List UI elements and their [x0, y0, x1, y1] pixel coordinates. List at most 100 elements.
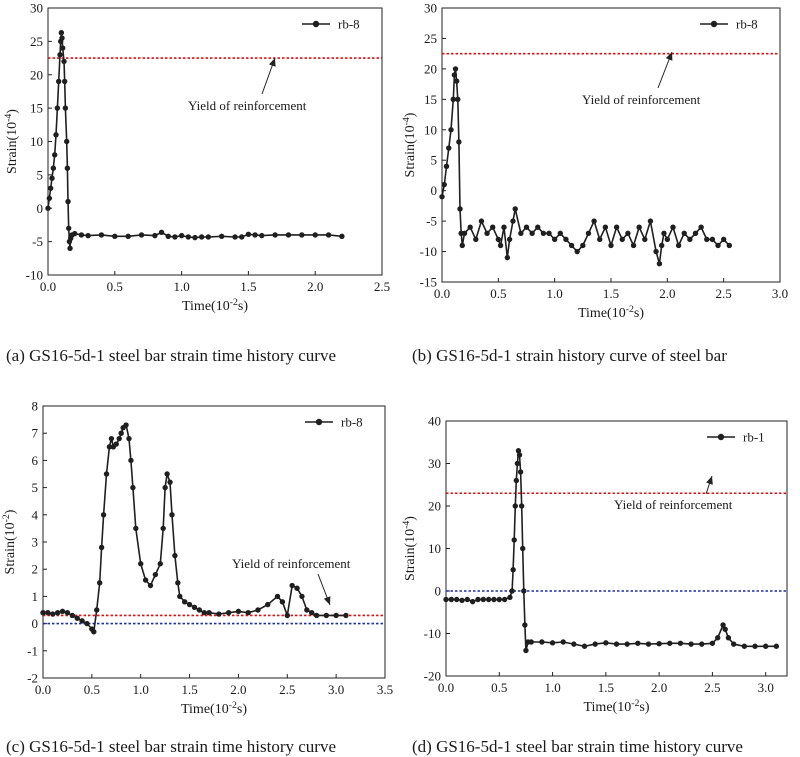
data-point: [625, 230, 631, 236]
x-tick-label: 0.0: [434, 286, 450, 301]
data-point: [439, 194, 445, 200]
y-tick-label: 30: [30, 1, 43, 16]
x-tick-label: 1.0: [547, 286, 563, 301]
data-point: [78, 232, 85, 238]
data-point: [162, 484, 168, 491]
data-point: [54, 610, 61, 616]
x-tick-label: 2.5: [716, 286, 732, 301]
data-point: [128, 457, 134, 464]
data-point: [585, 230, 592, 236]
legend-marker: [710, 20, 718, 28]
data-point: [731, 641, 737, 647]
y-tick-label: 5: [37, 167, 44, 182]
yield-annotation: Yield of reinforcement: [232, 556, 351, 571]
data-point: [309, 610, 315, 616]
y-tick-label: 1: [32, 589, 39, 604]
y-axis-label: Strain(10-4): [401, 112, 419, 177]
data-point: [529, 230, 535, 236]
y-tick-label: 0: [431, 183, 438, 198]
x-tick-label: 1.5: [598, 680, 614, 695]
y-tick-label: 0: [435, 584, 442, 599]
data-point: [704, 236, 710, 243]
data-point: [517, 469, 524, 475]
data-point: [507, 594, 513, 601]
data-point: [511, 537, 517, 543]
data-point: [299, 232, 305, 238]
data-point: [574, 248, 580, 255]
data-point: [568, 242, 575, 249]
data-point: [539, 639, 545, 645]
data-point: [523, 647, 529, 654]
data-point: [272, 232, 278, 238]
data-point: [265, 601, 271, 608]
data-point: [167, 479, 173, 485]
data-point: [185, 234, 191, 240]
data-point: [448, 127, 454, 133]
data-point: [186, 601, 193, 608]
data-point: [608, 242, 614, 249]
y-tick-label: -5: [426, 214, 437, 229]
y-tick-label: 10: [424, 122, 437, 137]
data-point: [169, 512, 175, 518]
x-tick-label: 2.0: [230, 682, 246, 697]
data-point: [84, 620, 90, 627]
data-point: [520, 545, 526, 552]
x-tick-label: 2.5: [704, 680, 720, 695]
data-point: [239, 234, 245, 240]
x-tick-label: 1.5: [181, 682, 197, 697]
y-tick-label: 20: [30, 67, 43, 82]
data-point: [549, 640, 556, 646]
data-point: [65, 198, 71, 205]
chart-b: 0.0 0.5 1.0 1.5 2.0 2.5 3.0 -15 -10 -5 0 5 10 15 20 25 3…: [401, 1, 789, 322]
data-point: [74, 615, 80, 621]
data-point: [113, 441, 119, 447]
y-tick-label: -10: [26, 268, 43, 283]
y-axis-label: Strain(10-4): [3, 109, 21, 174]
data-point: [245, 231, 252, 237]
data-point: [613, 641, 620, 647]
data-point: [722, 626, 728, 632]
data-point: [521, 588, 527, 594]
data-point: [647, 218, 654, 224]
data-point: [274, 593, 281, 600]
data-point: [59, 35, 65, 41]
data-point: [726, 242, 732, 249]
yield-annotation: Yield of reinforcement: [582, 92, 701, 107]
x-tick-label: 2.5: [374, 279, 390, 294]
data-point: [512, 206, 518, 212]
data-point: [450, 96, 456, 103]
data-point: [138, 232, 145, 238]
data-point: [443, 163, 450, 170]
x-tick-label: 3.0: [772, 286, 788, 301]
data-point: [443, 596, 449, 603]
data-point: [216, 611, 222, 617]
yield-annotation: Yield of reinforcement: [614, 497, 733, 512]
data-point: [160, 525, 166, 532]
data-point: [181, 599, 188, 605]
x-tick-label: 1.5: [603, 286, 619, 301]
data-point: [692, 230, 699, 236]
data-point: [720, 622, 726, 628]
plot-frame: [441, 7, 781, 283]
plot-frame: [42, 405, 386, 679]
data-point: [551, 236, 558, 243]
data-point: [53, 132, 59, 138]
data-point: [57, 52, 63, 58]
data-point: [64, 165, 71, 171]
data-point: [152, 571, 159, 578]
data-point: [709, 640, 716, 646]
data-point: [516, 452, 523, 458]
data-point: [103, 471, 110, 477]
data-point: [67, 245, 73, 251]
data-point: [720, 236, 727, 243]
data-point: [453, 78, 460, 84]
x-tick-label: 1.0: [133, 682, 149, 697]
data-point: [198, 234, 205, 240]
annotation-arrowhead: [268, 58, 276, 67]
data-point: [495, 236, 502, 243]
y-tick-label: 25: [424, 31, 437, 46]
data-point: [490, 224, 496, 230]
data-point: [467, 224, 473, 230]
data-point: [304, 607, 310, 613]
data-point: [79, 618, 85, 624]
